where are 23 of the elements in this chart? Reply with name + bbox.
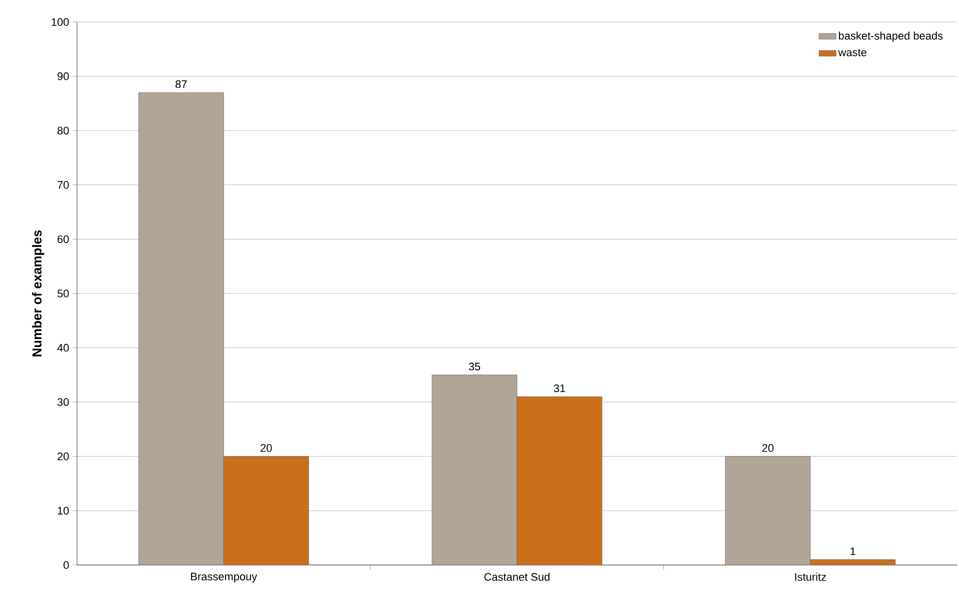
data-label: 1 xyxy=(850,548,856,556)
data-label: 87 xyxy=(176,80,187,88)
y-tick-label: 70 xyxy=(58,181,69,189)
y-tick-label: 90 xyxy=(58,72,69,80)
legend-label: waste xyxy=(838,49,866,56)
data-label: 31 xyxy=(554,384,566,392)
x-tick-label: Castanet Sud xyxy=(484,572,550,581)
y-tick-label: 10 xyxy=(58,506,69,515)
y-tick-label: 0 xyxy=(64,561,69,569)
y-tick-label: 30 xyxy=(57,398,69,406)
y-tick-label: 20 xyxy=(58,452,69,460)
y-tick-label: 80 xyxy=(58,126,69,134)
legend-label: basket-shaped beads xyxy=(838,32,943,42)
data-label: 35 xyxy=(468,362,480,370)
x-tick-label: Isturitz xyxy=(795,572,826,581)
data-label: 20 xyxy=(762,444,774,452)
y-axis-title: Number of examples xyxy=(32,230,44,356)
y-tick-label: 60 xyxy=(58,235,69,244)
data-label: 20 xyxy=(260,444,272,452)
y-tick-label: 50 xyxy=(57,290,69,298)
y-tick-label: 100 xyxy=(52,18,69,26)
x-tick-label: Brassempouy xyxy=(191,572,258,583)
y-tick-label: 40 xyxy=(57,344,69,352)
